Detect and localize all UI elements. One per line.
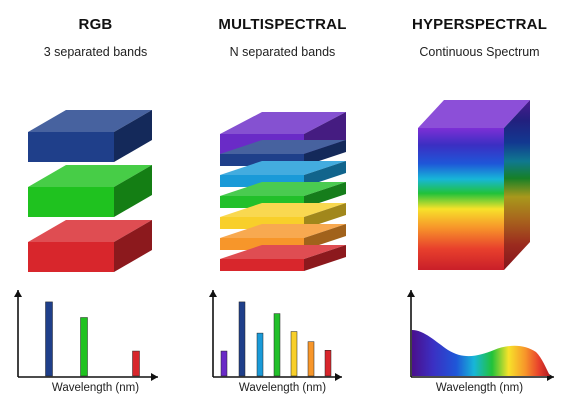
rgb-band-bar [132, 350, 140, 377]
rgb-x-axis-label: Wavelength (nm) [51, 382, 140, 394]
multispectral-band-bar [290, 331, 298, 377]
multispectral-band-bar [256, 332, 264, 377]
multispectral-band-bar [220, 350, 228, 377]
multispectral-band-slab [220, 182, 346, 208]
multispectral-title: MULTISPECTRAL [218, 16, 347, 33]
multispectral-illustration [209, 112, 346, 381]
rgb-title: RGB [78, 16, 113, 33]
multispectral-band-slab [220, 245, 346, 271]
rgb-band-bar [45, 301, 53, 377]
multispectral-x-axis-label: Wavelength (nm) [238, 382, 327, 394]
multispectral-band-bar [324, 350, 332, 377]
hyperspectral-title: HYPERSPECTRAL [411, 16, 548, 33]
rgb-band-slab [28, 220, 152, 272]
rgb-spectrum-axes [14, 290, 158, 381]
multispectral-band-slab [220, 140, 346, 166]
multispectral-band-bar [238, 301, 246, 377]
multispectral-spectrum-axes [209, 290, 342, 381]
hyperspectral-column: HYPERSPECTRAL Continuous Spectrum [384, 0, 573, 404]
hyperspectral-illustration [407, 100, 554, 381]
multispectral-band-bar [307, 341, 315, 377]
multispectral-band-slab [220, 161, 346, 187]
hyperspectral-spectrum-axes [407, 290, 554, 381]
rgb-illustration [14, 110, 158, 381]
hyperspectral-cube [418, 100, 530, 270]
hyperspectral-x-axis-label: Wavelength (nm) [435, 382, 524, 394]
multispectral-subtitle: N separated bands [229, 45, 336, 59]
multispectral-band-slab [220, 203, 346, 229]
rgb-column: RGB 3 separated bands Wavelength (nm) [0, 0, 191, 404]
multispectral-band-bar [273, 313, 281, 377]
rgb-band-bar [80, 317, 88, 377]
hyperspectral-spectrum-curve [412, 330, 550, 376]
rgb-band-slab [28, 165, 152, 217]
hyperspectral-subtitle: Continuous Spectrum [419, 45, 540, 59]
multispectral-column: MULTISPECTRAL N separated bands Waveleng… [187, 0, 378, 404]
rgb-band-slab [28, 110, 152, 162]
rgb-subtitle: 3 separated bands [43, 45, 148, 59]
